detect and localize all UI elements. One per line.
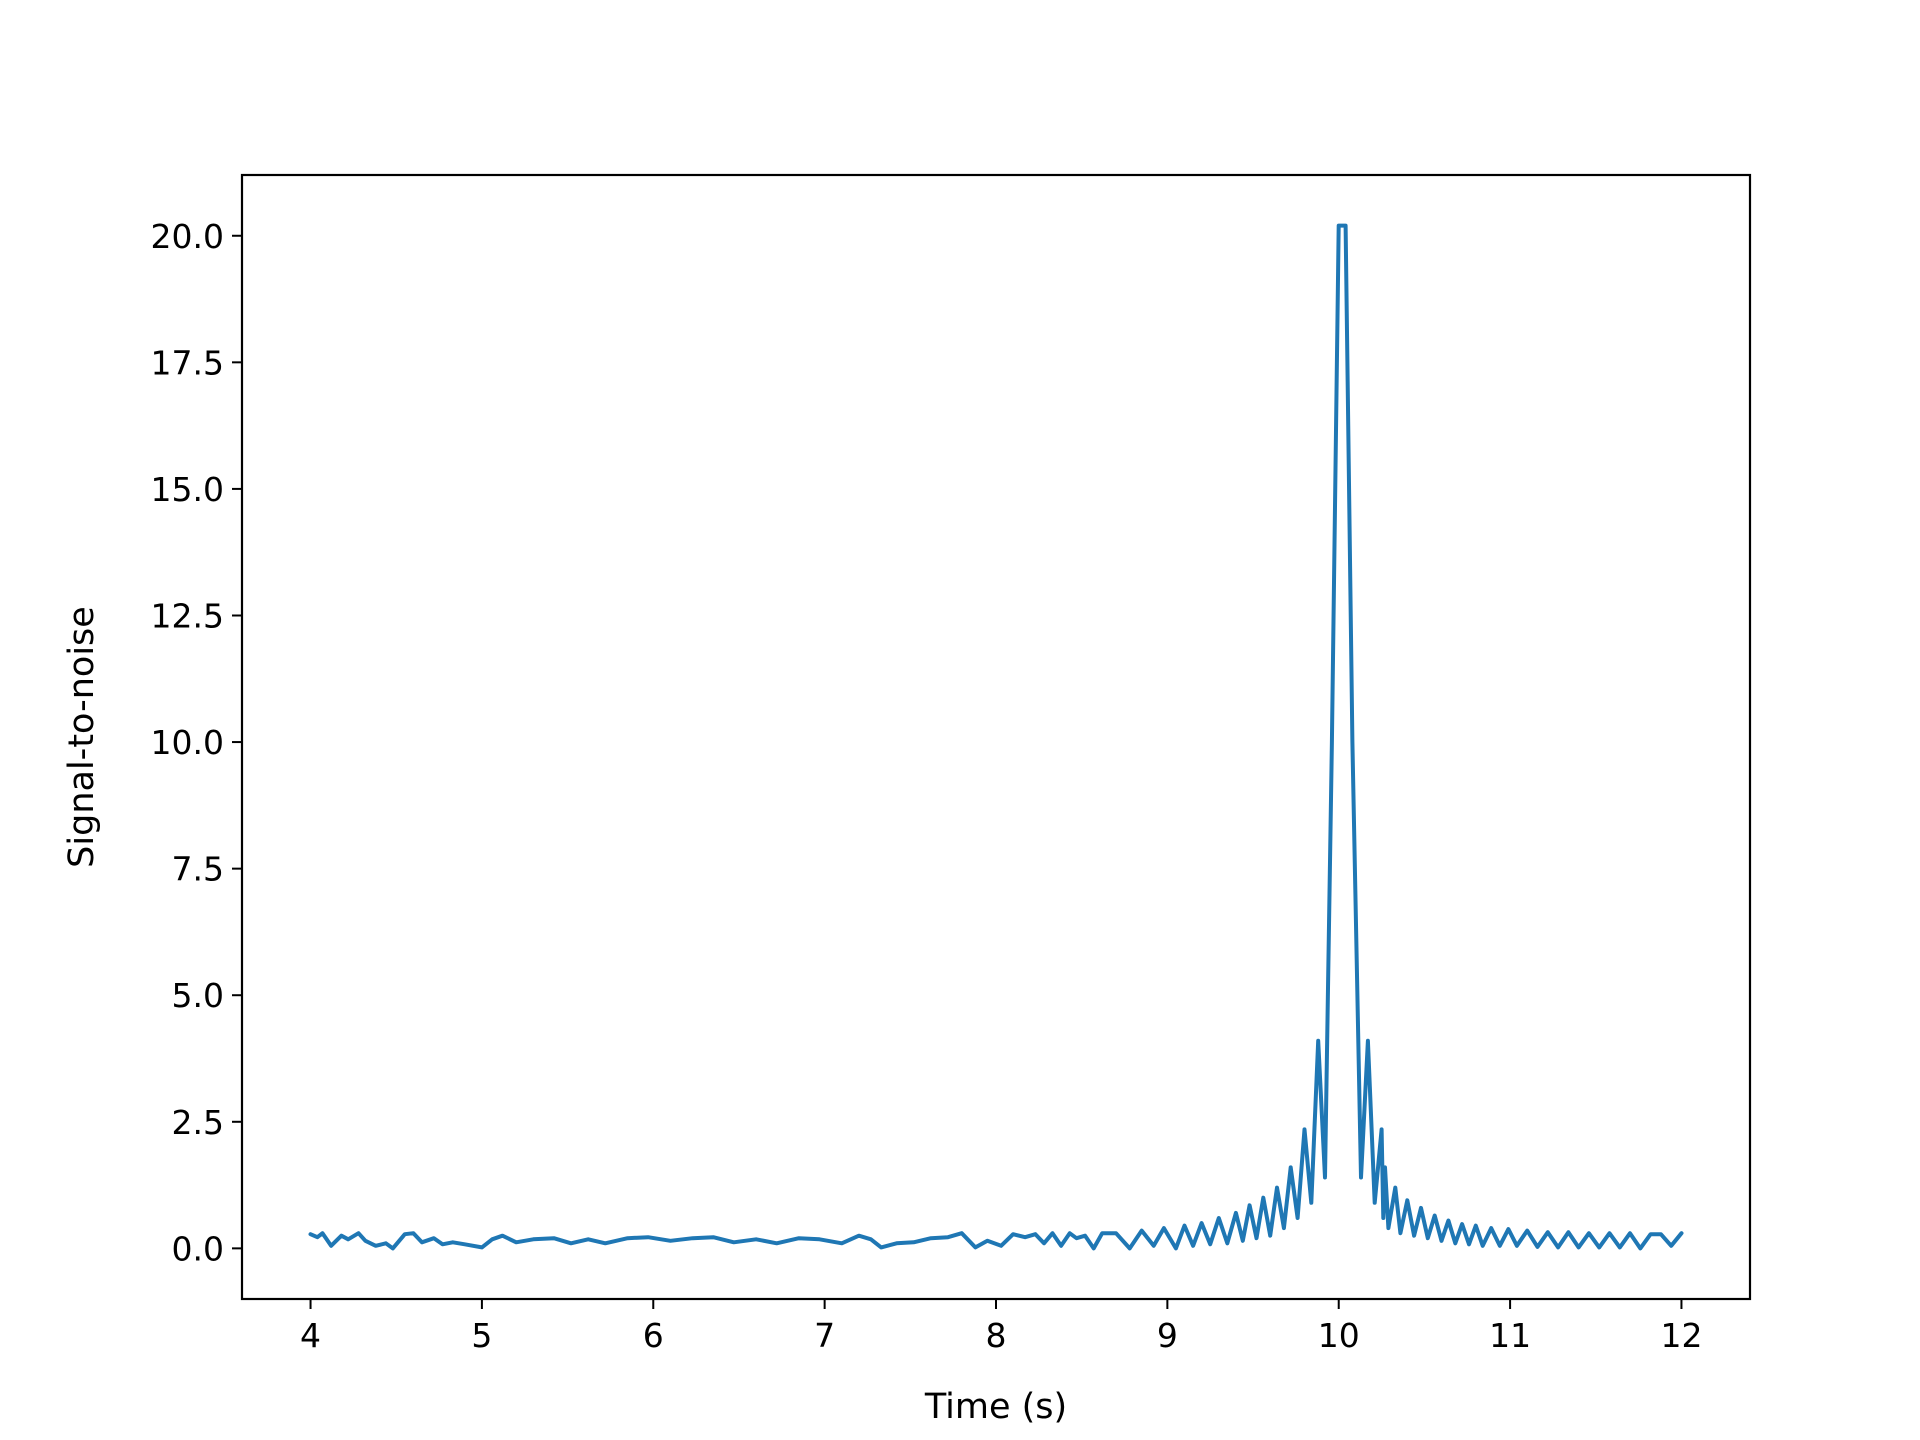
- y-tick-label: 2.5: [172, 1103, 224, 1142]
- x-tick-label: 7: [814, 1316, 835, 1355]
- x-tick-label: 5: [471, 1316, 492, 1355]
- y-tick-label: 20.0: [151, 217, 224, 256]
- x-tick-label: 6: [643, 1316, 664, 1355]
- x-axis-label: Time (s): [924, 1387, 1067, 1427]
- x-axis-ticks: 4 5 6 7 8 9 10 11 12: [300, 1299, 1702, 1355]
- x-tick-label: 10: [1318, 1316, 1360, 1355]
- x-tick-label: 12: [1660, 1316, 1702, 1355]
- x-tick-label: 9: [1157, 1316, 1178, 1355]
- y-tick-label: 5.0: [172, 976, 224, 1015]
- y-tick-label: 17.5: [151, 343, 224, 382]
- y-axis-label: Signal-to-noise: [62, 606, 102, 868]
- y-axis-ticks: 0.0 2.5 5.0 7.5 10.0 12.5 15.0 17.5 20.0: [151, 217, 242, 1268]
- series-line: [308, 223, 1684, 1251]
- x-tick-label: 8: [986, 1316, 1007, 1355]
- y-tick-label: 15.0: [151, 470, 224, 509]
- y-tick-label: 12.5: [151, 596, 224, 635]
- y-tick-label: 0.0: [172, 1229, 224, 1268]
- y-tick-label: 10.0: [151, 723, 224, 762]
- x-tick-label: 11: [1489, 1316, 1531, 1355]
- y-tick-label: 7.5: [172, 850, 224, 889]
- plot-frame: [240, 173, 1752, 1301]
- x-tick-label: 4: [300, 1316, 321, 1355]
